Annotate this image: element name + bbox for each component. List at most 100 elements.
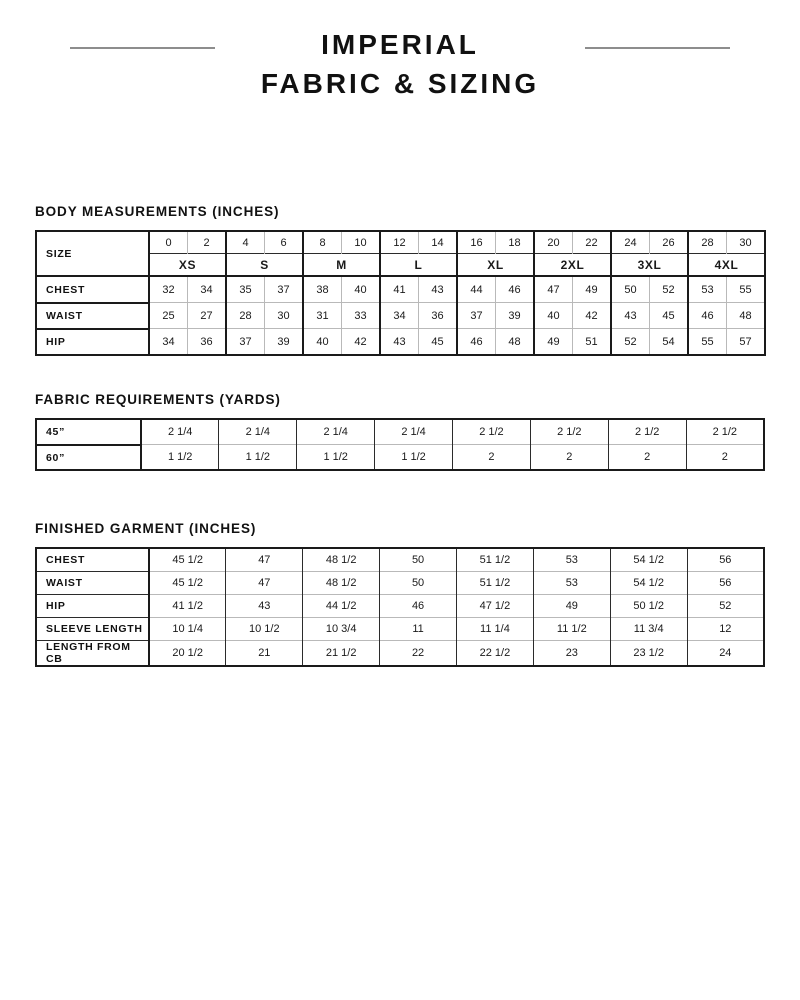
garment-value-cell: 52 bbox=[687, 594, 764, 618]
measurement-cell: 41 bbox=[380, 275, 419, 303]
measurement-cell: 55 bbox=[726, 275, 765, 303]
letter-size-cell: L bbox=[380, 253, 458, 277]
row-label-cell: WAIST bbox=[36, 571, 150, 595]
numeric-size-cell: 18 bbox=[495, 231, 535, 254]
measurement-cell: 38 bbox=[303, 275, 342, 303]
fabric-value-cell: 2 1/2 bbox=[686, 419, 764, 445]
letter-size-cell: 2XL bbox=[534, 253, 612, 277]
fabric-requirements-table: 45” 2 1/4 2 1/4 2 1/4 2 1/4 2 1/2 2 1/2 2 1/2 2 … bbox=[35, 418, 765, 472]
measurement-cell: 55 bbox=[688, 328, 727, 356]
garment-value-cell: 22 1/2 bbox=[456, 640, 534, 667]
garment-value-cell: 50 bbox=[379, 548, 457, 572]
fabric-value-cell: 2 bbox=[608, 444, 687, 471]
row-label-cell: WAIST bbox=[36, 301, 150, 329]
measurement-cell: 34 bbox=[187, 275, 227, 303]
measurement-cell: 42 bbox=[572, 302, 612, 329]
measurement-cell: 27 bbox=[187, 302, 227, 329]
measurement-cell: 43 bbox=[418, 275, 458, 303]
garment-value-cell: 24 bbox=[687, 640, 764, 667]
measurement-cell: 34 bbox=[149, 328, 188, 356]
garment-value-cell: 50 1/2 bbox=[610, 594, 688, 618]
garment-value-cell: 10 1/4 bbox=[149, 617, 227, 641]
page-title-line-2: FABRIC & SIZING bbox=[260, 67, 540, 99]
row-label-cell: CHEST bbox=[36, 548, 150, 572]
fabric-value-cell: 1 1/2 bbox=[141, 444, 220, 471]
numeric-size-cell: 8 bbox=[303, 231, 342, 254]
page-header: IMPERIAL FABRIC & SIZING bbox=[35, 0, 765, 103]
garment-value-cell: 11 3/4 bbox=[610, 617, 688, 641]
letter-size-cell: XL bbox=[457, 253, 535, 277]
table-row: SLEEVE LENGTH 10 1/4 10 1/2 10 3/4 11 11 1/4 1… bbox=[36, 617, 764, 641]
garment-value-cell: 51 1/2 bbox=[456, 548, 534, 572]
row-label-cell: 60” bbox=[36, 443, 142, 471]
row-label-cell: HIP bbox=[36, 594, 150, 618]
header-rule-right bbox=[585, 47, 730, 49]
measurement-cell: 52 bbox=[649, 275, 689, 303]
measurement-cell: 51 bbox=[572, 328, 612, 356]
garment-value-cell: 41 1/2 bbox=[149, 594, 227, 618]
size-header-row-numeric: SIZE 0 2 4 6 8 10 12 14 16 18 20 22 24 26 28 30 bbox=[36, 231, 765, 277]
numeric-size-cell: 26 bbox=[649, 231, 689, 254]
garment-value-cell: 10 3/4 bbox=[302, 617, 381, 641]
letter-size-cell: XS bbox=[149, 253, 227, 277]
measurement-cell: 40 bbox=[341, 275, 381, 303]
measurement-cell: 40 bbox=[303, 328, 342, 356]
garment-value-cell: 11 1/4 bbox=[456, 617, 534, 641]
measurement-cell: 35 bbox=[226, 275, 265, 303]
fabric-value-cell: 2 1/4 bbox=[141, 419, 220, 445]
measurement-cell: 40 bbox=[534, 302, 573, 329]
numeric-size-cell: 2 bbox=[187, 231, 227, 254]
letter-size-cell: 4XL bbox=[688, 253, 765, 277]
measurement-cell: 37 bbox=[264, 275, 304, 303]
fabric-value-cell: 2 bbox=[452, 444, 531, 471]
measurement-cell: 57 bbox=[726, 328, 765, 356]
table-row: WAIST 25 27 28 30 31 33 34 36 37 39 40 42 43 45 46 48 bbox=[36, 301, 765, 329]
garment-value-cell: 48 1/2 bbox=[302, 548, 381, 572]
measurement-cell: 46 bbox=[495, 275, 535, 303]
numeric-size-cell: 4 bbox=[226, 231, 265, 254]
garment-value-cell: 54 1/2 bbox=[610, 548, 688, 572]
measurement-cell: 49 bbox=[534, 328, 573, 356]
table-row: LENGTH FROM CB 20 1/2 21 21 1/2 22 22 1/2 23 23… bbox=[36, 640, 764, 667]
numeric-size-cell: 20 bbox=[534, 231, 573, 254]
fabric-value-cell: 1 1/2 bbox=[296, 444, 376, 471]
numeric-size-cell: 0 bbox=[149, 231, 188, 254]
header-rule-left bbox=[70, 47, 215, 49]
garment-value-cell: 11 1/2 bbox=[533, 617, 611, 641]
row-label-cell: SLEEVE LENGTH bbox=[36, 617, 150, 641]
numeric-size-cell: 24 bbox=[611, 231, 650, 254]
measurement-cell: 37 bbox=[457, 302, 496, 329]
table-row: CHEST 45 1/2 47 48 1/2 50 51 1/2 53 54 1/2 56 bbox=[36, 548, 764, 572]
measurement-cell: 45 bbox=[418, 328, 458, 356]
size-label-cell: SIZE bbox=[36, 231, 150, 277]
measurement-cell: 34 bbox=[380, 302, 419, 329]
garment-value-cell: 56 bbox=[687, 571, 764, 595]
garment-value-cell: 21 1/2 bbox=[302, 640, 381, 667]
fabric-value-cell: 2 bbox=[686, 444, 764, 471]
numeric-size-cell: 12 bbox=[380, 231, 419, 254]
garment-value-cell: 49 bbox=[533, 594, 611, 618]
measurement-cell: 36 bbox=[418, 302, 458, 329]
garment-value-cell: 45 1/2 bbox=[149, 571, 227, 595]
table-row: HIP 34 36 37 39 40 42 43 45 46 48 49 51 52 54 55 57 bbox=[36, 327, 765, 356]
finished-garment-table: CHEST 45 1/2 47 48 1/2 50 51 1/2 53 54 1/2 56 WAI… bbox=[35, 547, 765, 668]
letter-size-cell: S bbox=[226, 253, 304, 277]
fabric-value-cell: 2 1/2 bbox=[530, 419, 609, 445]
body-measurements-heading: BODY MEASUREMENTS (INCHES) bbox=[35, 204, 280, 220]
measurement-cell: 47 bbox=[534, 275, 573, 303]
measurement-cell: 43 bbox=[611, 302, 650, 329]
garment-value-cell: 53 bbox=[533, 571, 611, 595]
measurement-cell: 53 bbox=[688, 275, 727, 303]
row-label-cell: 45” bbox=[36, 419, 142, 445]
measurement-cell: 54 bbox=[649, 328, 689, 356]
table-row: HIP 41 1/2 43 44 1/2 46 47 1/2 49 50 1/2 52 bbox=[36, 594, 764, 618]
page-title-line-1: IMPERIAL bbox=[321, 29, 479, 60]
measurement-cell: 32 bbox=[149, 275, 188, 303]
garment-value-cell: 48 1/2 bbox=[302, 571, 381, 595]
measurement-cell: 33 bbox=[341, 302, 381, 329]
garment-value-cell: 21 bbox=[225, 640, 304, 667]
numeric-size-cell: 16 bbox=[457, 231, 496, 254]
measurement-cell: 42 bbox=[341, 328, 381, 356]
garment-value-cell: 46 bbox=[379, 594, 457, 618]
garment-value-cell: 47 1/2 bbox=[456, 594, 534, 618]
